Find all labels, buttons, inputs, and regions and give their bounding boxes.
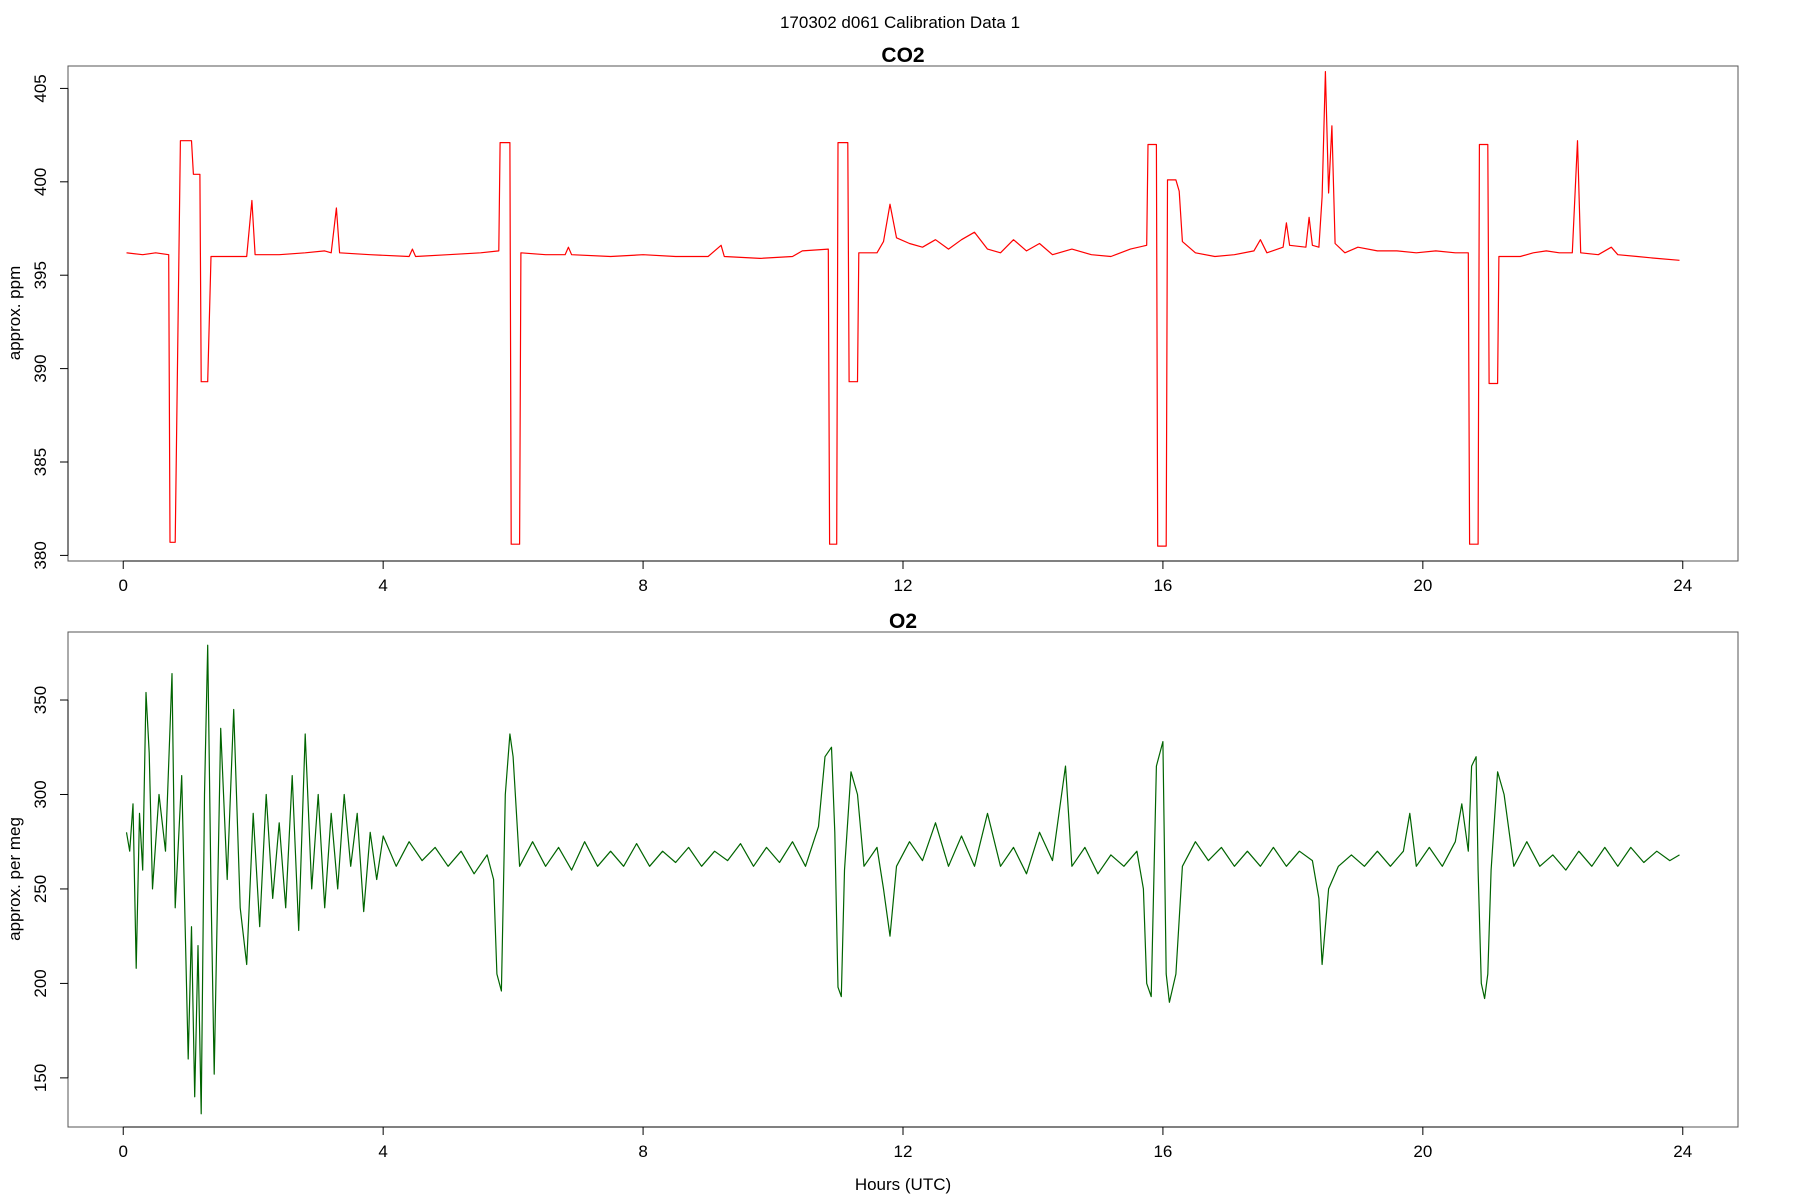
o2-x-tick-label: 24 bbox=[1673, 1142, 1692, 1161]
o2-x-tick-label: 0 bbox=[118, 1142, 127, 1161]
x-axis-label: Hours (UTC) bbox=[855, 1175, 951, 1194]
o2-title: O2 bbox=[889, 610, 917, 633]
o2-x-tick-label: 16 bbox=[1153, 1142, 1172, 1161]
co2-y-tick-label: 385 bbox=[31, 448, 50, 476]
o2-y-tick-label: 150 bbox=[31, 1064, 50, 1092]
o2-plot-box bbox=[67, 631, 1739, 1128]
co2-x-tick-label: 0 bbox=[118, 576, 127, 595]
co2-y-tick-label: 395 bbox=[31, 261, 50, 289]
suptitle: 170302 d061 Calibration Data 1 bbox=[780, 13, 1020, 32]
co2-y-tick-label: 380 bbox=[31, 541, 50, 569]
o2-y-tick-label: 350 bbox=[31, 686, 50, 714]
co2-x-tick-label: 12 bbox=[894, 576, 913, 595]
co2-x-tick-label: 4 bbox=[378, 576, 387, 595]
co2-y-tick-label: 390 bbox=[31, 354, 50, 382]
co2-x-tick-label: 24 bbox=[1673, 576, 1692, 595]
co2-y-tick-label: 400 bbox=[31, 168, 50, 196]
co2-axes: 0 4 8 12 16 20 24 380 385 390 395 400 405 bbox=[31, 74, 1692, 595]
co2-y-label: approx. ppm bbox=[5, 266, 24, 361]
o2-y-label: approx. per meg bbox=[5, 817, 24, 941]
co2-title: CO2 bbox=[881, 44, 924, 67]
o2-x-tick-label: 8 bbox=[638, 1142, 647, 1161]
o2-x-tick-label: 4 bbox=[378, 1142, 387, 1161]
co2-series-line bbox=[126, 70, 1680, 547]
o2-series-line bbox=[125, 644, 1680, 1115]
co2-x-tick-label: 16 bbox=[1153, 576, 1172, 595]
co2-panel: CO2 approx. ppm 0 4 8 12 16 20 24 380 385 390 395 4… bbox=[5, 44, 1739, 595]
co2-y-tick-label: 405 bbox=[31, 74, 50, 102]
o2-panel: O2 approx. per meg 0 4 8 12 16 20 24 150 200 250 3… bbox=[5, 610, 1739, 1161]
co2-x-tick-label: 8 bbox=[638, 576, 647, 595]
o2-axes: 0 4 8 12 16 20 24 150 200 250 300 350 bbox=[31, 686, 1692, 1161]
o2-x-tick-label: 20 bbox=[1413, 1142, 1432, 1161]
o2-y-tick-label: 300 bbox=[31, 780, 50, 808]
co2-plot-box bbox=[67, 65, 1739, 562]
o2-y-tick-label: 200 bbox=[31, 969, 50, 997]
o2-series bbox=[125, 644, 1680, 1115]
co2-series bbox=[126, 70, 1680, 547]
co2-x-tick-label: 20 bbox=[1413, 576, 1432, 595]
o2-x-tick-label: 12 bbox=[894, 1142, 913, 1161]
o2-y-tick-label: 250 bbox=[31, 875, 50, 903]
